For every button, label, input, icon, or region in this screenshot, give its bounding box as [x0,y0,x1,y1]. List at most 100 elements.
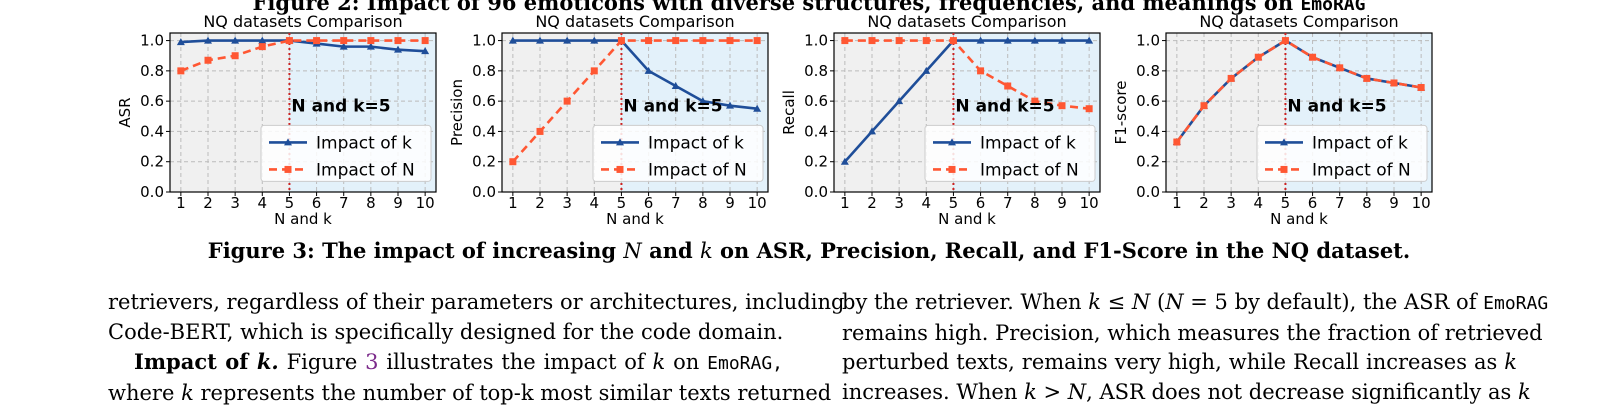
figure-3-charts: 0.0 0.2 0.4 0.6 0.8 1.0 1 2 3 4 5 6 7 8 9 10 NQ datasets… [116,12,1433,228]
previous-caption-label: Figure 2: [252,0,360,15]
legend-marker-square [284,165,292,173]
x-tick-label: 5 [1281,194,1291,212]
chart-recall: 0.0 0.2 0.4 0.6 0.8 1.0 1 2 3 4 5 6 7 8 9 10 NQ datasets… [780,12,1101,228]
chart-title: NQ datasets Comparison [1199,12,1398,31]
y-tick-label: 1.0 [472,32,496,50]
data-point-square [231,52,239,60]
math-var: k [652,350,666,374]
data-point-square [1363,74,1371,82]
x-tick-label: 5 [617,194,627,212]
figure-reference-link[interactable]: 3 [365,350,379,374]
data-point-square [1390,79,1398,87]
data-point-triangle [366,42,375,50]
annotation-label: N and k=5 [955,97,1054,117]
x-axis-label: N and k [938,210,996,228]
data-point-triangle [176,38,185,46]
y-tick-label: 0.2 [140,153,164,171]
x-tick-label: 1 [1172,194,1182,212]
x-tick-label: 7 [671,194,681,212]
series-line-impact-of-k [180,39,426,53]
data-point-square [1200,102,1208,110]
data-point-triangle [421,47,430,55]
previous-caption-text: Impact of 96 emoticons with diverse stru… [366,0,1294,15]
data-point-square [340,37,348,45]
legend-label: Impact of N [1312,160,1411,180]
paragraph-line: where k represents the number of top-k m… [108,379,831,408]
annotation-label: N and k=5 [1287,97,1386,117]
body-column-left: retrievers, regardless of their paramete… [108,288,844,408]
x-tick-label: 3 [1226,194,1236,212]
x-tick-label: 7 [1335,194,1345,212]
series-line-impact-of-n [511,39,758,163]
series-line-impact-of-k [843,39,1090,163]
data-point-square [394,37,402,45]
plot-frame [169,32,437,193]
x-tick-label: 9 [1057,194,1067,212]
data-point-square [285,37,293,45]
x-tick-label: 4 [922,194,932,212]
data-point-square [313,37,321,45]
y-tick-label: 0.2 [804,153,828,171]
data-point-square [1227,74,1235,82]
legend-marker-square [616,165,624,173]
text-span: where [108,380,175,405]
chart-f1-score: 0.0 0.2 0.4 0.6 0.8 1.0 1 2 3 4 5 6 7 8 9 10 NQ datasets… [1112,12,1433,228]
y-tick-label: 1.0 [140,32,164,50]
y-tick-label: 0.8 [140,62,164,80]
caption-label: Figure 3: [207,238,315,263]
x-tick-label: 2 [867,194,877,212]
data-point-square [672,37,680,45]
data-point-square [1254,53,1262,61]
y-tick-label: 0.8 [804,62,828,80]
legend-box [260,124,432,182]
data-point-square [645,37,653,45]
body-column-right: by the retriever. When k ≤ N (N = 5 by d… [842,288,1548,407]
x-tick-label: 10 [1412,194,1431,212]
data-point-square [1058,102,1066,110]
data-point-square [367,37,375,45]
heading-var: k. [256,349,279,374]
math-var: N [1165,290,1184,314]
legend-marker-triangle [1280,138,1288,146]
chart-title: NQ datasets Comparison [535,12,734,31]
data-point-triangle [204,36,212,44]
x-tick-label: 2 [203,194,213,212]
x-tick-label: 6 [1308,194,1318,212]
data-point-triangle [644,66,653,74]
x-tick-label: 1 [176,194,186,212]
x-tick-label: 4 [590,194,600,212]
annotation-label: N and k=5 [291,97,390,117]
data-point-square [1281,37,1289,45]
y-tick-label: 0.6 [804,92,828,110]
legend-box [924,124,1096,182]
data-point-triangle [895,97,904,105]
data-point-triangle [394,45,402,53]
x-tick-label: 2 [535,194,545,212]
text-span: ( [1157,290,1166,314]
data-point-square [204,56,212,64]
caption-part-1: The impact of increasing [322,238,617,263]
x-tick-label: 5 [285,194,295,212]
x-tick-label: 10 [1080,194,1099,212]
y-tick-label: 0.0 [1136,183,1160,201]
x-tick-label: 10 [748,194,767,212]
data-point-square [258,43,266,51]
plot-frame [833,32,1101,193]
data-point-square [868,37,876,45]
chart-asr: 0.0 0.2 0.4 0.6 0.8 1.0 1 2 3 4 5 6 7 8 9 10 NQ datasets… [116,12,437,228]
series-line-impact-of-n [180,39,426,73]
y-tick-label: 0.4 [804,122,828,140]
series-line-impact-of-n [1175,39,1422,143]
x-axis-label: N and k [606,210,664,228]
math-var: k [1504,350,1517,374]
data-point-square [590,67,598,75]
heading-text: Impact of [134,349,249,374]
text-span: Figure [286,350,358,374]
plot-frame [501,32,769,193]
y-tick-label: 0.0 [804,183,828,201]
data-point-triangle [1003,36,1012,44]
y-tick-label: 1.0 [1136,32,1160,50]
legend-label: Impact of k [316,133,412,153]
data-point-square [536,127,544,135]
data-point-square [1309,53,1317,61]
